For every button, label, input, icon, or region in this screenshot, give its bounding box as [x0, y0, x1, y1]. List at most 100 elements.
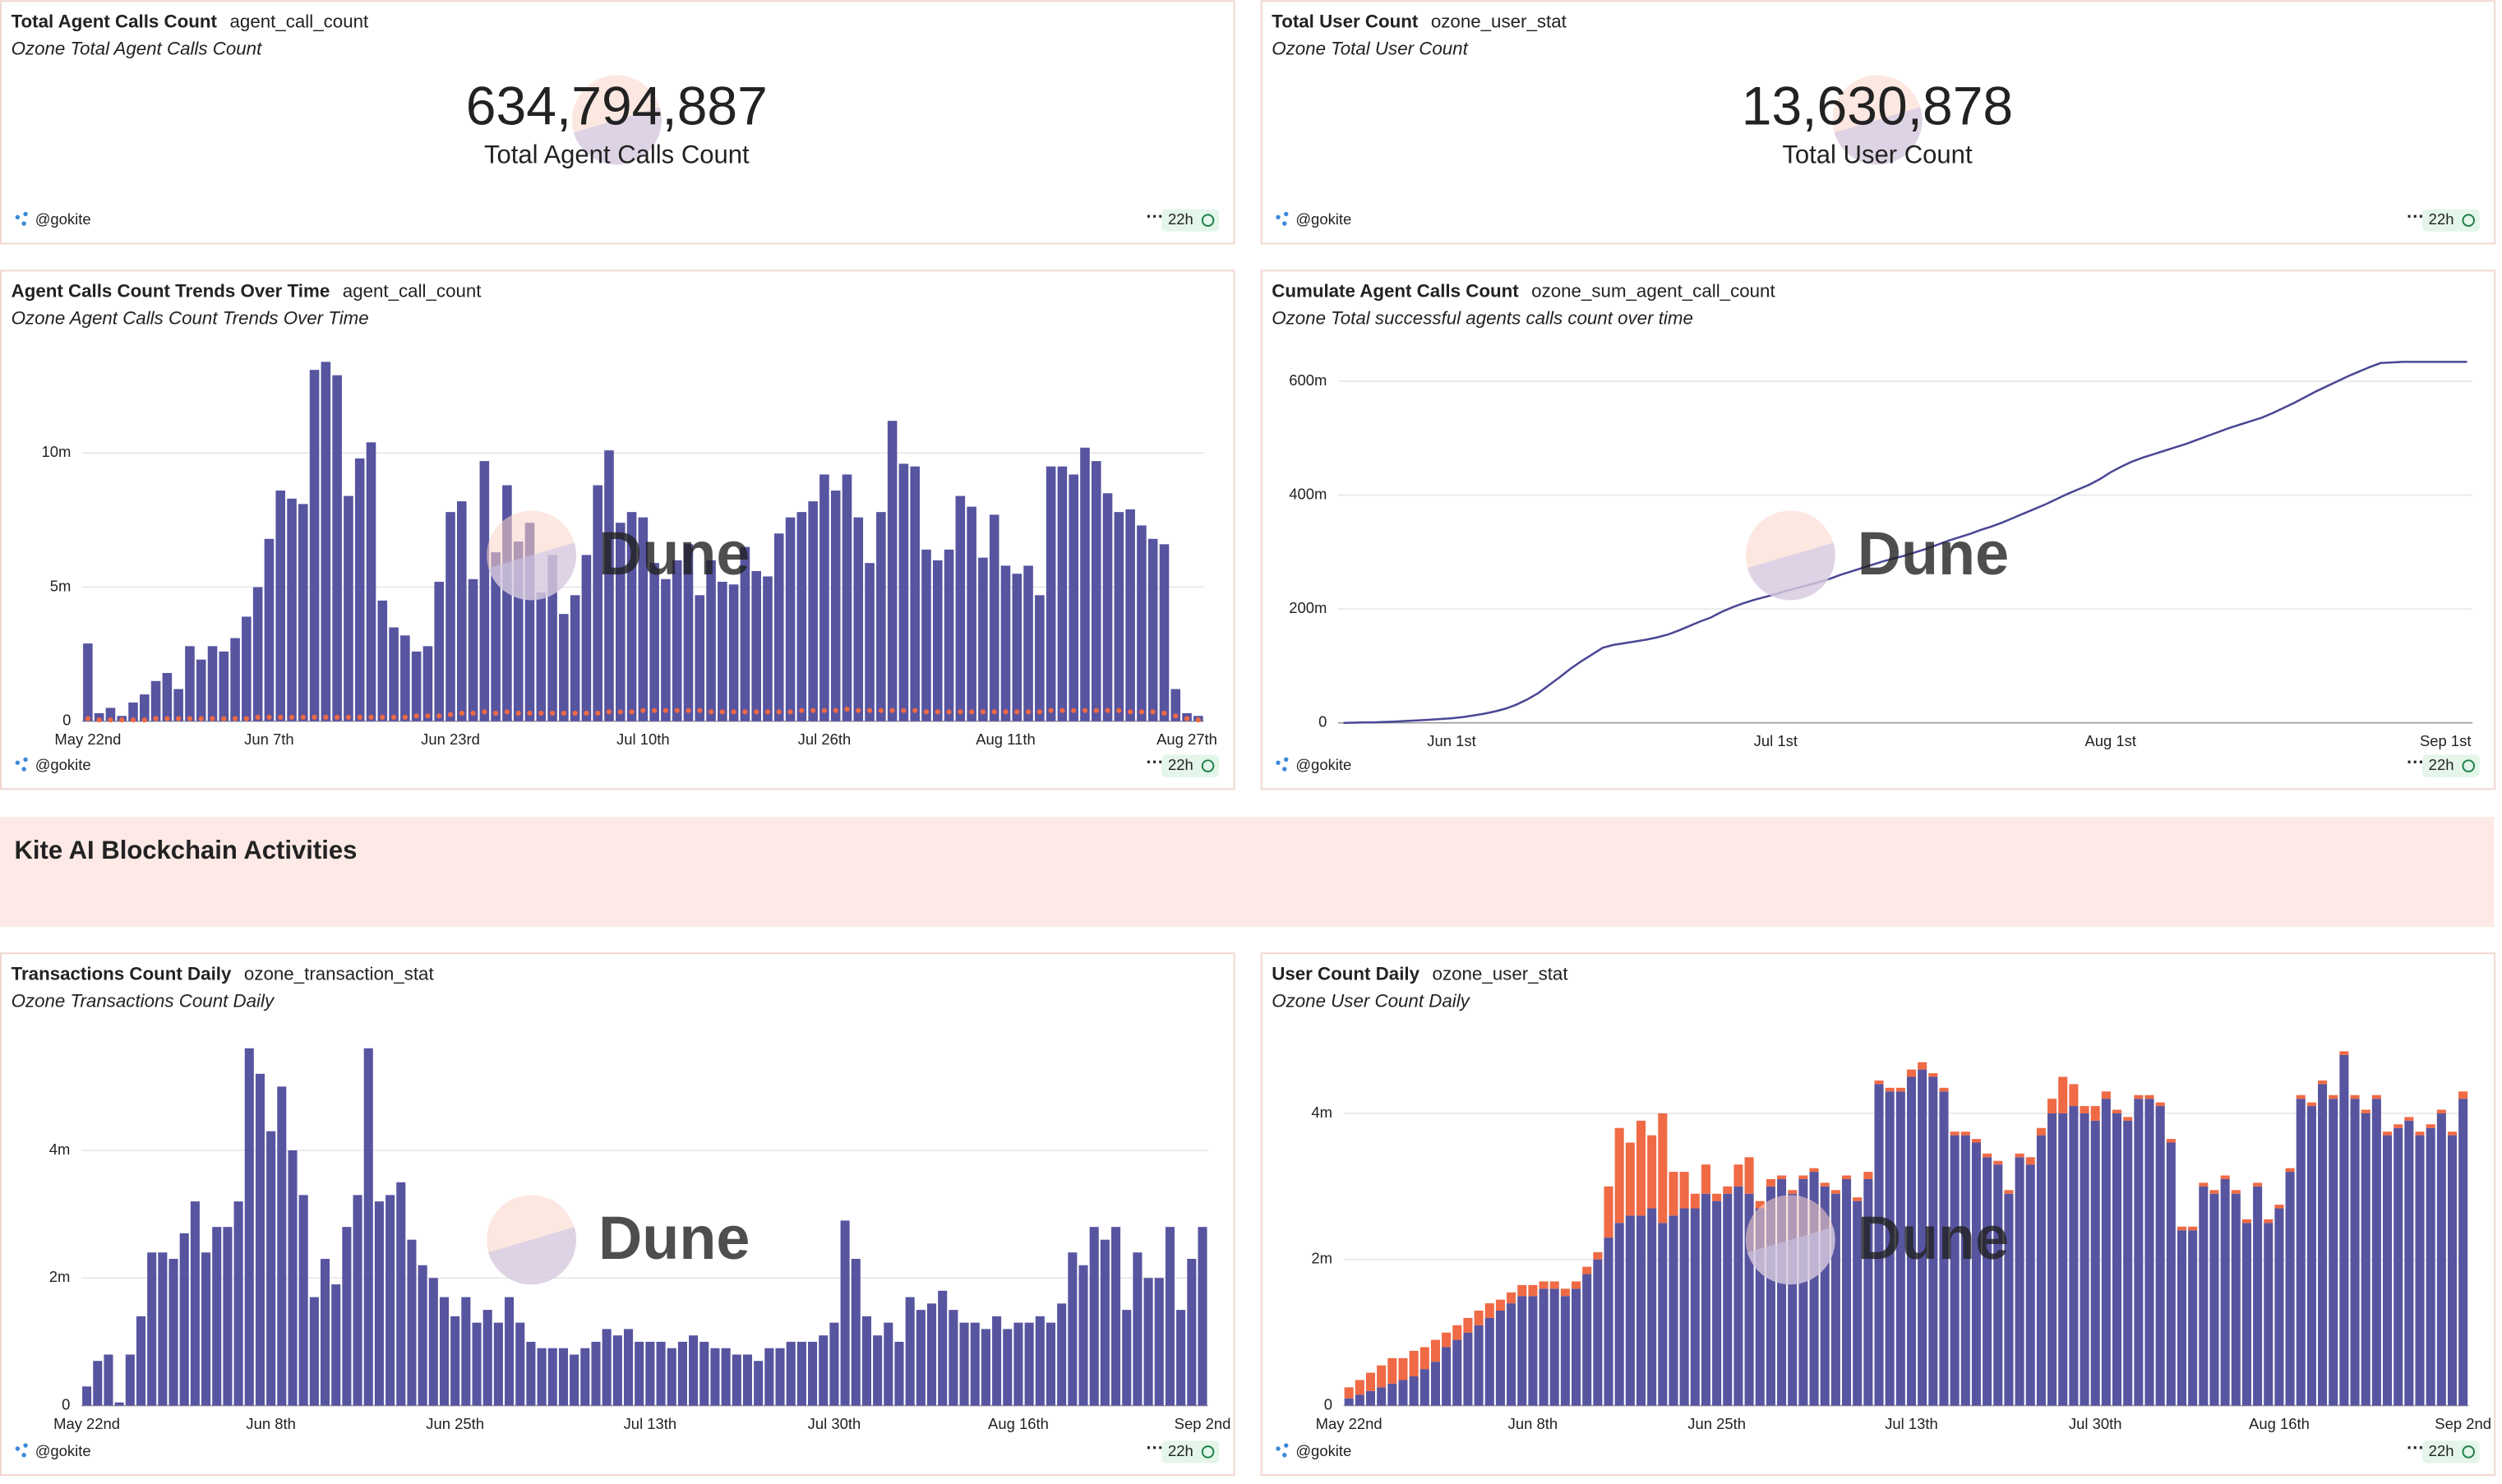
- bar: [2436, 1109, 2446, 1113]
- y-tick-label: 400m: [1289, 485, 1327, 502]
- bar: [252, 587, 263, 721]
- author-icon: [21, 221, 26, 226]
- menu-button[interactable]: ⋯: [2407, 206, 2424, 226]
- bar: [1023, 565, 1033, 721]
- dot: [210, 716, 215, 721]
- x-tick-label: Jun 23rd: [421, 730, 480, 748]
- counter-label: Total Agent Calls Count: [484, 141, 750, 169]
- bar: [2306, 1102, 2316, 1107]
- bar: [938, 1290, 948, 1406]
- bar: [1474, 1325, 1484, 1406]
- bar: [1939, 1091, 1949, 1406]
- dot: [153, 716, 159, 721]
- bar: [2415, 1131, 2425, 1136]
- bar: [93, 1361, 103, 1406]
- watermark-text: Dune: [1858, 1204, 2009, 1272]
- watermark-logo: [1747, 542, 1835, 601]
- bar: [916, 1310, 926, 1406]
- bar: [1830, 1193, 1840, 1406]
- dot: [221, 716, 227, 721]
- bar: [407, 1239, 417, 1406]
- bar: [1484, 1303, 1494, 1318]
- bar: [219, 651, 229, 721]
- bar: [1906, 1069, 1917, 1077]
- y-tick-label: 600m: [1289, 371, 1327, 389]
- bar: [949, 1310, 958, 1406]
- bar: [1798, 1175, 1808, 1179]
- bar: [1463, 1317, 1473, 1333]
- bar: [332, 375, 342, 721]
- bar: [515, 1322, 525, 1406]
- bar: [2036, 1127, 2046, 1136]
- menu-button[interactable]: ⋯: [2407, 1438, 2424, 1458]
- bar: [1398, 1380, 1408, 1406]
- section-title: Kite AI Blockchain Activities: [14, 836, 357, 864]
- bar: [1820, 1182, 1830, 1187]
- dot: [164, 716, 170, 721]
- query-name: ozone_user_stat: [1431, 11, 1567, 31]
- bar: [212, 1227, 222, 1406]
- dot: [232, 716, 238, 721]
- counter-value: 634,794,887: [466, 76, 768, 136]
- bar: [104, 1354, 113, 1406]
- bar: [1069, 474, 1078, 721]
- watermark-logo: [1834, 107, 1923, 165]
- dot: [380, 714, 385, 720]
- bar: [2394, 1127, 2403, 1406]
- bar: [547, 1348, 557, 1406]
- bar: [1355, 1394, 1364, 1406]
- bar: [82, 1386, 92, 1406]
- bar: [865, 563, 875, 721]
- bar: [136, 1316, 146, 1406]
- dot: [708, 709, 714, 715]
- menu-button[interactable]: ⋯: [1146, 752, 1163, 772]
- y-tick-label: 0: [62, 1395, 70, 1413]
- bar: [2209, 1190, 2219, 1194]
- dot: [764, 709, 771, 715]
- dot: [390, 714, 397, 720]
- bar: [331, 1284, 341, 1406]
- bar: [2025, 1157, 2035, 1165]
- author-icon: [23, 1443, 28, 1448]
- bar: [887, 421, 898, 721]
- bar: [1409, 1350, 1419, 1377]
- x-tick-label: Jun 25th: [1687, 1415, 1746, 1432]
- bar: [2090, 1120, 2100, 1406]
- bar: [2253, 1186, 2263, 1406]
- bar: [2447, 1135, 2458, 1406]
- dot: [108, 717, 113, 723]
- menu-button[interactable]: ⋯: [1146, 206, 1163, 226]
- menu-button[interactable]: ⋯: [1146, 1438, 1163, 1458]
- bar: [190, 1201, 200, 1406]
- y-tick-label: 0: [62, 712, 71, 729]
- bar: [196, 659, 206, 721]
- bar: [1766, 1178, 1775, 1187]
- x-tick-label: Aug 11th: [976, 730, 1035, 748]
- bar: [2209, 1193, 2219, 1406]
- bar: [1012, 574, 1022, 721]
- bar: [2436, 1113, 2446, 1406]
- bar: [1035, 595, 1045, 721]
- dot: [1195, 717, 1201, 723]
- bar: [2285, 1172, 2295, 1406]
- dot: [856, 707, 861, 713]
- bar: [955, 495, 966, 721]
- bar: [1159, 544, 1170, 721]
- dot: [85, 716, 90, 721]
- age-badge: [2421, 1440, 2480, 1463]
- bar: [1928, 1073, 1938, 1077]
- bar: [2123, 1117, 2133, 1121]
- dot: [447, 712, 454, 717]
- bar: [1960, 1131, 1970, 1136]
- bar: [1842, 1178, 1852, 1406]
- bar: [1560, 1296, 1570, 1406]
- bar: [1165, 1227, 1175, 1406]
- bar: [786, 1341, 796, 1406]
- dot: [289, 714, 295, 720]
- bar: [2188, 1230, 2198, 1406]
- menu-button[interactable]: ⋯: [2407, 752, 2424, 772]
- bar: [2264, 1219, 2273, 1224]
- bar: [114, 1402, 124, 1406]
- panel-title: Transactions Count Daily: [12, 963, 232, 984]
- bar: [2274, 1208, 2284, 1406]
